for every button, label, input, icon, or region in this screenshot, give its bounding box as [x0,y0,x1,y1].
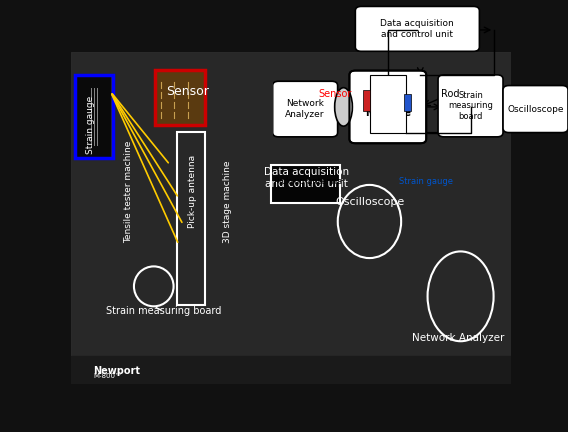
Text: M-800™: M-800™ [93,373,122,379]
Text: 3D stage machine: 3D stage machine [223,160,232,243]
Text: Pick-up antenna: Pick-up antenna [187,155,197,228]
Bar [77,76,111,157]
Text: Data acquisition
and control unit: Data acquisition and control unit [381,19,454,38]
Text: Tensile tester machine: Tensile tester machine [124,140,133,243]
Text: Network
Analyzer: Network Analyzer [285,99,325,119]
Bar [154,70,205,125]
Text: Strain gauge: Strain gauge [399,177,453,186]
Bar [76,75,113,158]
Text: Oscilloscope: Oscilloscope [507,105,564,114]
Text: Sensor: Sensor [318,89,352,99]
Bar [272,165,340,203]
Text: Tensile
Machine: Tensile Machine [365,96,411,118]
FancyBboxPatch shape [273,81,337,137]
Bar [363,90,370,111]
Text: Network Analyzer: Network Analyzer [412,333,504,343]
Text: Pick-up antenna: Pick-up antenna [274,177,342,186]
Text: Strain
measuring
board: Strain measuring board [448,91,493,121]
Text: Strain gauge: Strain gauge [86,96,95,154]
Bar [156,71,204,124]
Text: Newport: Newport [93,366,140,376]
Bar [177,132,205,305]
Bar [404,94,411,111]
FancyBboxPatch shape [438,75,503,137]
Bar [370,75,406,133]
Ellipse shape [335,88,352,126]
Text: Oscilloscope: Oscilloscope [336,197,405,206]
Text: Sensor: Sensor [166,85,209,98]
Text: Strain measuring board: Strain measuring board [106,306,221,316]
Bar [71,356,511,384]
FancyBboxPatch shape [356,6,479,51]
Text: Rod: Rod [441,89,460,99]
Text: Data acquisition
and control unit: Data acquisition and control unit [264,168,349,189]
FancyBboxPatch shape [349,70,426,143]
FancyBboxPatch shape [503,86,568,133]
